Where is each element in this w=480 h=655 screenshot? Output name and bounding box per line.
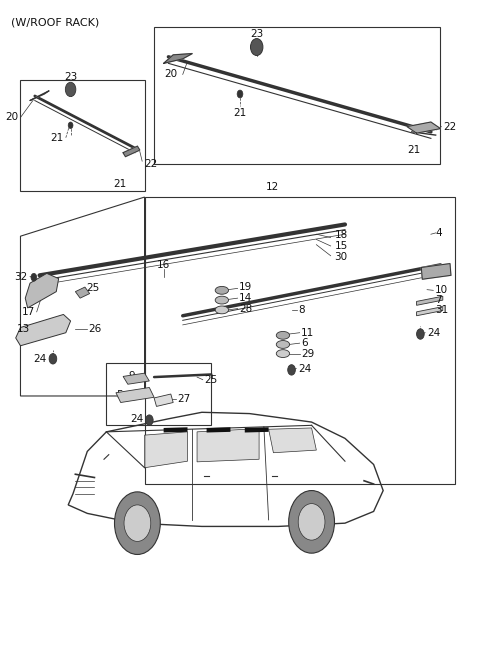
Circle shape — [124, 505, 151, 542]
Circle shape — [145, 415, 153, 425]
Text: 17: 17 — [22, 307, 35, 317]
Text: 4: 4 — [436, 228, 442, 238]
Polygon shape — [206, 427, 230, 432]
Circle shape — [417, 329, 424, 339]
Text: 11: 11 — [301, 328, 314, 338]
Polygon shape — [123, 373, 149, 384]
Text: 24: 24 — [427, 328, 440, 338]
Text: 21: 21 — [408, 145, 421, 155]
Text: 21: 21 — [113, 179, 126, 189]
Circle shape — [237, 90, 243, 98]
Text: 18: 18 — [335, 230, 348, 240]
Text: 14: 14 — [239, 293, 252, 303]
Text: 31: 31 — [435, 305, 448, 315]
Text: (W/ROOF RACK): (W/ROOF RACK) — [11, 18, 99, 28]
Polygon shape — [116, 388, 154, 403]
Text: 22: 22 — [443, 122, 456, 132]
Polygon shape — [144, 432, 188, 468]
Text: 21: 21 — [233, 108, 247, 119]
Circle shape — [31, 273, 36, 281]
Text: 29: 29 — [301, 348, 314, 358]
Text: 30: 30 — [335, 252, 348, 262]
Text: 19: 19 — [239, 282, 252, 292]
Text: 24: 24 — [34, 354, 47, 364]
Polygon shape — [30, 91, 49, 100]
Polygon shape — [407, 122, 441, 133]
Circle shape — [251, 39, 263, 56]
Polygon shape — [417, 307, 443, 316]
Polygon shape — [16, 314, 71, 346]
Text: 32: 32 — [14, 272, 28, 282]
Polygon shape — [421, 263, 451, 279]
Ellipse shape — [215, 286, 228, 294]
Polygon shape — [123, 146, 140, 157]
Polygon shape — [269, 428, 316, 453]
Text: 24: 24 — [130, 414, 143, 424]
Text: 13: 13 — [17, 324, 30, 334]
Polygon shape — [164, 54, 192, 64]
Text: 5: 5 — [117, 390, 123, 400]
Text: 25: 25 — [86, 284, 99, 293]
Circle shape — [65, 83, 76, 97]
Text: 7: 7 — [435, 295, 441, 305]
Polygon shape — [164, 427, 188, 432]
Text: 26: 26 — [88, 324, 101, 334]
Text: 12: 12 — [266, 181, 279, 192]
Ellipse shape — [215, 306, 228, 314]
Ellipse shape — [276, 341, 289, 348]
Text: 16: 16 — [157, 260, 170, 270]
Polygon shape — [417, 296, 443, 305]
Text: 20: 20 — [5, 113, 19, 122]
Circle shape — [298, 504, 325, 540]
Text: 22: 22 — [144, 159, 158, 170]
Text: 24: 24 — [298, 364, 312, 373]
Text: 6: 6 — [301, 338, 308, 348]
Polygon shape — [197, 428, 259, 462]
Text: 27: 27 — [177, 394, 190, 404]
Text: 8: 8 — [298, 305, 305, 315]
Text: 25: 25 — [204, 375, 217, 384]
Text: 9: 9 — [128, 371, 135, 381]
Ellipse shape — [215, 296, 228, 304]
Circle shape — [115, 492, 160, 555]
Polygon shape — [154, 394, 173, 406]
Polygon shape — [75, 287, 90, 298]
Circle shape — [288, 491, 335, 553]
Text: 20: 20 — [164, 69, 177, 79]
Ellipse shape — [276, 350, 289, 358]
Polygon shape — [245, 427, 269, 432]
Ellipse shape — [276, 331, 289, 339]
Text: 28: 28 — [239, 303, 252, 314]
Circle shape — [288, 365, 295, 375]
Text: 23: 23 — [64, 71, 77, 82]
Polygon shape — [25, 273, 59, 308]
Text: 23: 23 — [250, 29, 264, 39]
Text: 15: 15 — [335, 241, 348, 251]
Circle shape — [49, 354, 57, 364]
Circle shape — [68, 122, 73, 128]
Text: 10: 10 — [435, 285, 448, 295]
Text: 21: 21 — [50, 133, 63, 143]
